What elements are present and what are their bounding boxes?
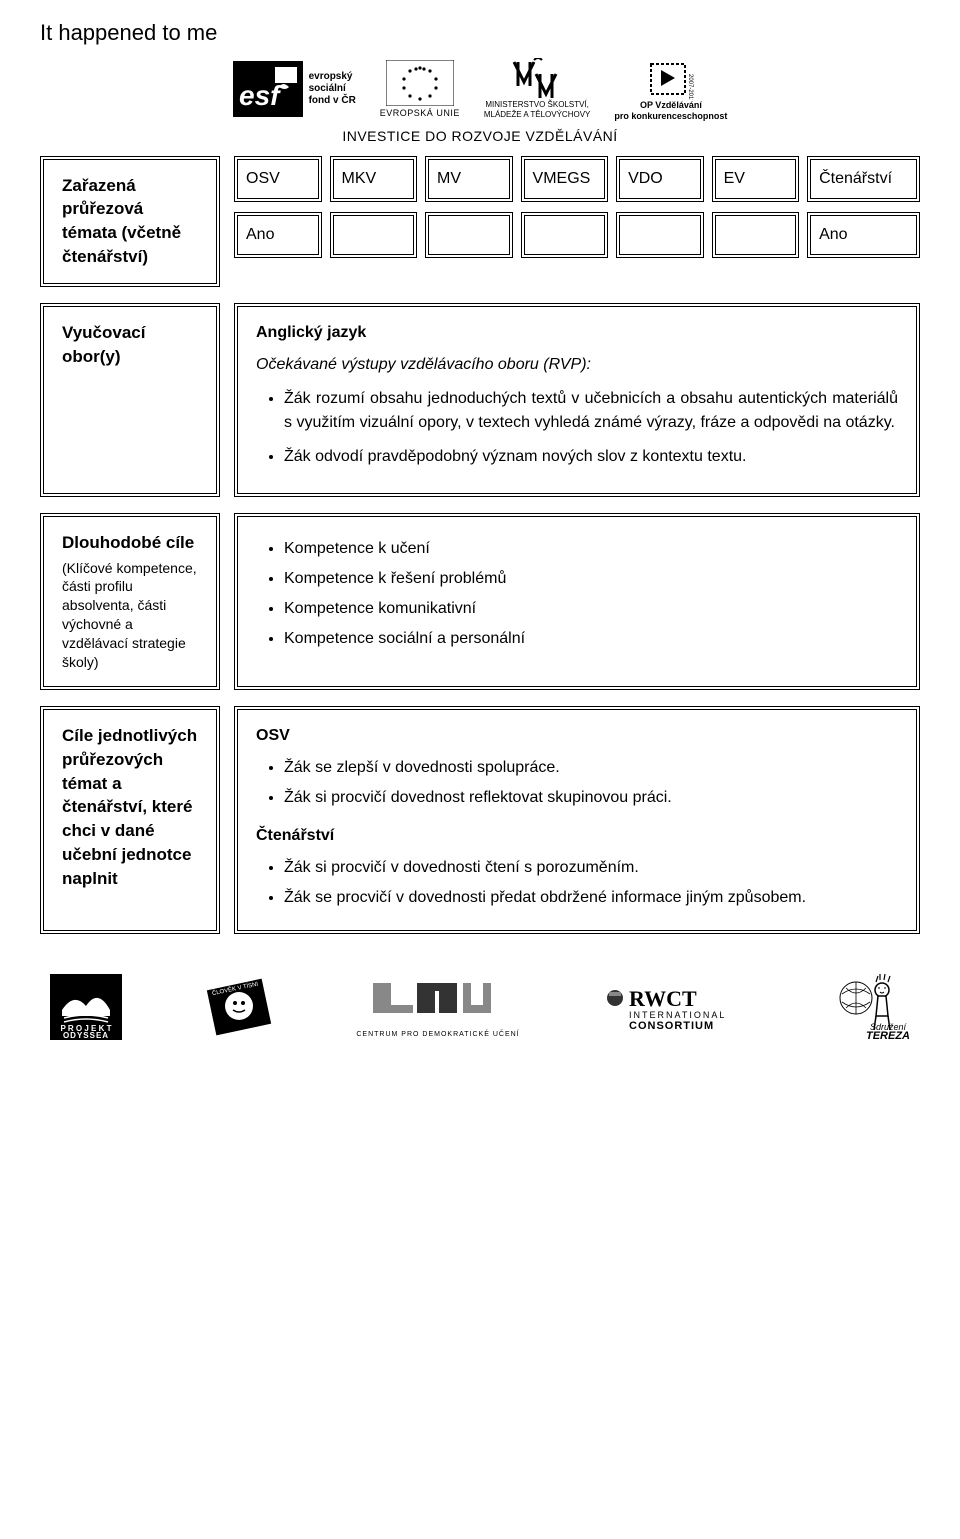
goals-osv-title: OSV <box>256 724 898 748</box>
esf-text: evropský sociální fond v ČR <box>309 71 356 107</box>
op-line2: pro konkurenceschopnost <box>614 111 727 122</box>
esf-line2: sociální <box>309 83 356 95</box>
subject-item: Žák odvodí pravděpodobný význam nových s… <box>284 445 898 469</box>
longterm-label-sub: (Klíčové kompetence, části profilu absol… <box>62 559 198 672</box>
rwct-logo: RWCT INTERNATIONAL CONSORTIUM <box>601 982 751 1032</box>
longterm-content: Kompetence k učení Kompetence k řešení p… <box>234 513 920 690</box>
svg-text:RWCT: RWCT <box>629 986 697 1011</box>
goals-reading-item: Žák si procvičí v dovednosti čtení s por… <box>284 856 898 880</box>
op-line1: OP Vzdělávání <box>614 100 727 111</box>
tereza-logo: Sdružení TEREZA <box>832 974 910 1040</box>
msmt-icon <box>510 58 564 100</box>
subject-items: Žák rozumí obsahu jednoduchých textů v u… <box>256 387 898 469</box>
clovek-icon: ČLOVĚK V TÍSNI <box>203 976 275 1038</box>
longterm-item: Kompetence sociální a personální <box>284 627 898 651</box>
theme-val-vmegs <box>521 212 609 258</box>
svg-text:2007-2013: 2007-2013 <box>687 74 693 100</box>
themes-grid: OSV MKV MV VMEGS VDO EV Čtenářství Ano A… <box>234 156 920 287</box>
longterm-items: Kompetence k učení Kompetence k řešení p… <box>256 537 898 651</box>
theme-col-mkv: MKV <box>330 156 418 202</box>
goals-reading-item: Žák se procvičí v dovednosti předat obdr… <box>284 886 898 910</box>
longterm-item: Kompetence k učení <box>284 537 898 561</box>
subject-rvp-intro: Očekávané výstupy vzdělávacího oboru (RV… <box>256 353 898 377</box>
svg-text:INTERNATIONAL: INTERNATIONAL <box>629 1010 726 1020</box>
goals-reading-title: Čtenářství <box>256 824 898 848</box>
invest-line: INVESTICE DO ROZVOJE VZDĚLÁVÁNÍ <box>40 128 920 144</box>
theme-val-ev <box>712 212 800 258</box>
eu-logo: EVROPSKÁ UNIE <box>380 60 460 118</box>
msmt-logo: MINISTERSTVO ŠKOLSTVÍ, MLÁDEŽE A TĚLOVÝC… <box>484 58 591 119</box>
logo-strip-top: esf evropský sociální fond v ČR EVROPSKÁ… <box>40 56 920 122</box>
theme-col-vdo: VDO <box>616 156 704 202</box>
theme-val-osv: Ano <box>234 212 322 258</box>
clovek-v-tisni-logo: ČLOVĚK V TÍSNI <box>203 976 275 1038</box>
goals-osv-items: Žák se zlepší v dovednosti spolupráce. Ž… <box>256 756 898 810</box>
themes-label: Zařazená průřezová témata (včetně čtenář… <box>40 156 220 287</box>
eu-text: EVROPSKÁ UNIE <box>380 108 460 118</box>
subject-row: Vyučovací obor(y) Anglický jazyk Očekáva… <box>40 303 920 497</box>
theme-col-mv: MV <box>425 156 513 202</box>
svg-text:CONSORTIUM: CONSORTIUM <box>629 1020 714 1032</box>
op-icon: 2007-2013 <box>641 56 701 100</box>
odyssea-icon: P R O J E K T ODYSSEA <box>50 974 122 1040</box>
goals-reading-items: Žák si procvičí v dovednosti čtení s por… <box>256 856 898 910</box>
theme-val-mv <box>425 212 513 258</box>
logo-strip-bottom: P R O J E K T ODYSSEA ČLOVĚK V TÍSNI CEN… <box>40 974 920 1040</box>
page-title: It happened to me <box>40 20 920 46</box>
esf-line3: fond v ČR <box>309 95 356 107</box>
op-logo: 2007-2013 OP Vzdělávání pro konkurencesc… <box>614 56 727 122</box>
cdu-logo: CENTRUM PRO DEMOKRATICKÉ UČENÍ <box>356 975 519 1038</box>
theme-val-ctenarstvi: Ano <box>807 212 920 258</box>
msmt-line1: MINISTERSTVO ŠKOLSTVÍ, <box>484 100 591 110</box>
longterm-item: Kompetence komunikativní <box>284 597 898 621</box>
theme-col-ctenarstvi: Čtenářství <box>807 156 920 202</box>
theme-col-ev: EV <box>712 156 800 202</box>
longterm-label: Dlouhodobé cíle (Klíčové kompetence, čás… <box>40 513 220 690</box>
theme-col-osv: OSV <box>234 156 322 202</box>
esf-icon: esf <box>233 61 303 117</box>
subject-name: Anglický jazyk <box>256 321 898 345</box>
esf-line1: evropský <box>309 71 356 83</box>
subject-label: Vyučovací obor(y) <box>40 303 220 497</box>
goals-osv-item: Žák se zlepší v dovednosti spolupráce. <box>284 756 898 780</box>
theme-val-vdo <box>616 212 704 258</box>
cdu-icon <box>363 975 513 1031</box>
svg-text:ODYSSEA: ODYSSEA <box>63 1031 109 1040</box>
msmt-line2: MLÁDEŽE A TĚLOVÝCHOVY <box>484 110 591 120</box>
longterm-item: Kompetence k řešení problémů <box>284 567 898 591</box>
subject-content: Anglický jazyk Očekávané výstupy vzděláv… <box>234 303 920 497</box>
rwct-icon: RWCT INTERNATIONAL CONSORTIUM <box>601 982 751 1032</box>
eu-flag-icon <box>386 60 454 106</box>
goals-osv-item: Žák si procvičí dovednost reflektovat sk… <box>284 786 898 810</box>
esf-logo: esf evropský sociální fond v ČR <box>233 61 356 117</box>
svg-text:esf: esf <box>239 80 282 111</box>
themes-header-row: OSV MKV MV VMEGS VDO EV Čtenářství <box>234 156 920 202</box>
theme-col-vmegs: VMEGS <box>521 156 609 202</box>
svg-text:TEREZA: TEREZA <box>866 1030 910 1040</box>
cdu-text: CENTRUM PRO DEMOKRATICKÉ UČENÍ <box>356 1031 519 1038</box>
odyssea-logo: P R O J E K T ODYSSEA <box>50 974 122 1040</box>
theme-val-mkv <box>330 212 418 258</box>
goals-label: Cíle jednotlivých průřezových témat a čt… <box>40 706 220 934</box>
goals-content: OSV Žák se zlepší v dovednosti spoluprác… <box>234 706 920 934</box>
themes-value-row: Ano Ano <box>234 212 920 258</box>
longterm-label-main: Dlouhodobé cíle <box>62 533 194 552</box>
goals-row: Cíle jednotlivých průřezových témat a čt… <box>40 706 920 934</box>
subject-item: Žák rozumí obsahu jednoduchých textů v u… <box>284 387 898 435</box>
longterm-row: Dlouhodobé cíle (Klíčové kompetence, čás… <box>40 513 920 690</box>
tereza-icon: Sdružení TEREZA <box>832 974 910 1040</box>
themes-row: Zařazená průřezová témata (včetně čtenář… <box>40 156 920 287</box>
